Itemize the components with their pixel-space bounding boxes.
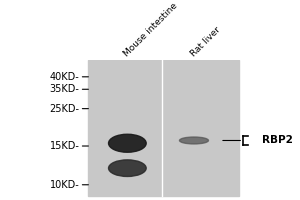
Ellipse shape	[179, 137, 208, 144]
Bar	[88, 60, 239, 196]
Text: Rat liver: Rat liver	[189, 26, 222, 59]
Text: 35KD-: 35KD-	[50, 84, 80, 94]
Text: 40KD-: 40KD-	[50, 72, 80, 82]
Text: 15KD-: 15KD-	[50, 141, 80, 151]
Text: 10KD-: 10KD-	[50, 180, 80, 190]
Ellipse shape	[109, 160, 146, 176]
Text: 25KD-: 25KD-	[50, 104, 80, 114]
Text: RBP2: RBP2	[262, 135, 293, 145]
Ellipse shape	[109, 134, 146, 152]
Text: Mouse intestine: Mouse intestine	[122, 2, 180, 59]
